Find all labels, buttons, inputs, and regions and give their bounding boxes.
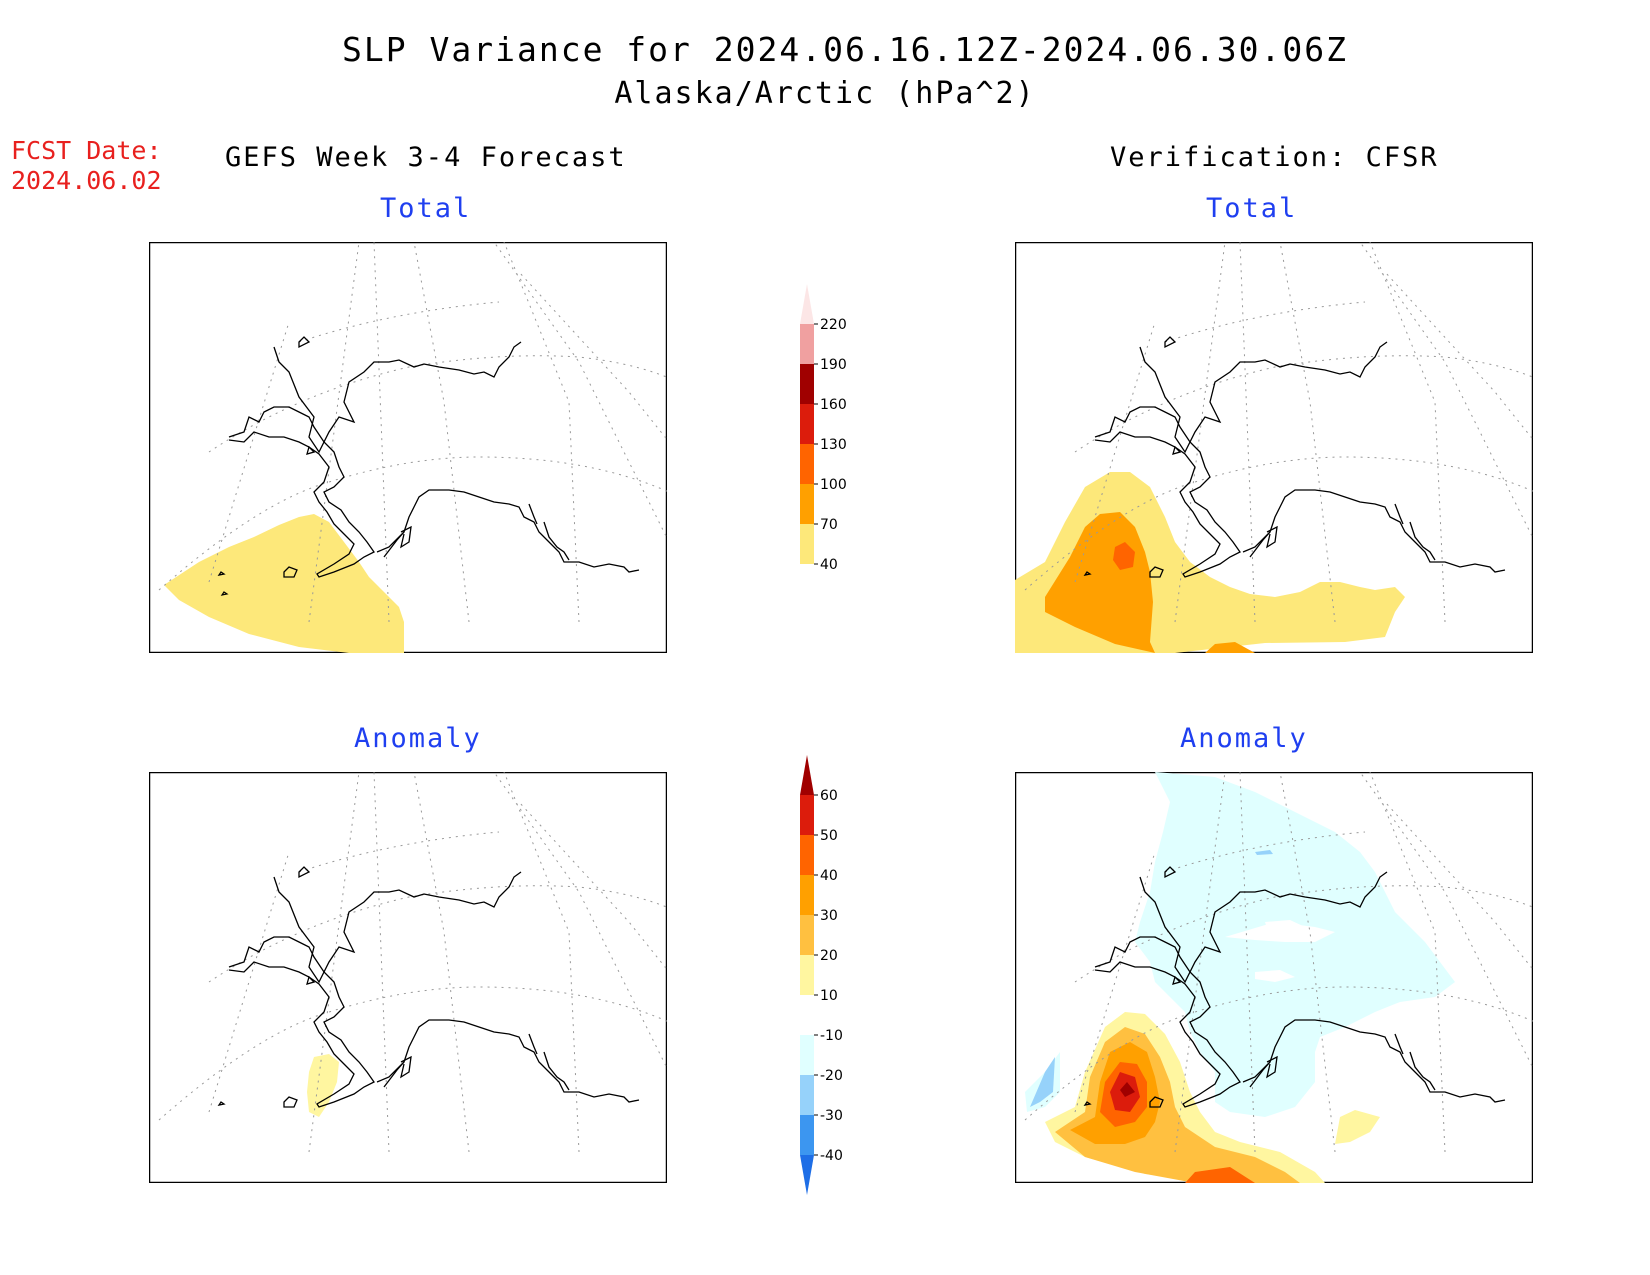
colorbar-swatch [800, 1115, 814, 1155]
colorbar-tick-label: 100 [820, 477, 847, 493]
colorbar-tick-label: 160 [820, 397, 847, 413]
colorbar-tick-label: 10 [820, 988, 838, 1004]
colorbar-swatch [800, 364, 814, 404]
colorbar-tick-label: 30 [820, 908, 838, 924]
colorbar-tick-label: -20 [820, 1068, 843, 1084]
colorbar-tick-label: 20 [820, 948, 838, 964]
colorbar-tick-label: 70 [820, 517, 838, 533]
anomaly-colorbar: 60 50 40 30 20 10 -10 -20 -30 -40 [796, 755, 866, 1209]
colorbar-swatch [800, 995, 814, 1035]
forecast-date-value: 2024.06.02 [11, 166, 162, 195]
colorbar-swatch [800, 324, 814, 364]
left-column-heading: GEFS Week 3-4 Forecast [225, 142, 627, 173]
colorbar-tick-label: 40 [820, 868, 838, 884]
colorbar-swatch [800, 284, 814, 324]
colorbar-swatch [800, 484, 814, 524]
total-colorbar: 220 190 160 130 100 70 40 [796, 282, 866, 616]
colorbar-tick-label: 40 [820, 557, 838, 573]
forecast-total-map [149, 242, 667, 653]
colorbar-swatch [800, 1035, 814, 1075]
colorbar-swatch [800, 795, 814, 835]
colorbar-tick-label: 50 [820, 828, 838, 844]
bottom-right-panel-title: Anomaly [1180, 723, 1308, 754]
forecast-date-block: FCST Date: 2024.06.02 [11, 136, 162, 196]
colorbar-tick-label: 60 [820, 788, 838, 804]
colorbar-swatch [800, 955, 814, 995]
top-left-panel-title: Total [380, 193, 472, 224]
colorbar-swatch [800, 835, 814, 875]
colorbar-swatch [800, 1155, 814, 1195]
colorbar-swatch [800, 404, 814, 444]
colorbar-tick-label: -40 [820, 1148, 843, 1164]
colorbar-swatch [800, 915, 814, 955]
colorbar-swatch [800, 524, 814, 564]
forecast-date-label: FCST Date: [11, 136, 162, 165]
top-right-panel-title: Total [1206, 193, 1298, 224]
right-column-heading: Verification: CFSR [1110, 142, 1439, 173]
verification-total-map [1015, 242, 1533, 653]
colorbar-swatch [800, 444, 814, 484]
colorbar-swatch [800, 875, 814, 915]
colorbar-tick-label: 220 [820, 317, 847, 333]
colorbar-swatch [800, 1075, 814, 1115]
colorbar-tick-label: -30 [820, 1108, 843, 1124]
colorbar-tick-label: 190 [820, 357, 847, 373]
forecast-anomaly-map [149, 772, 667, 1183]
bottom-left-panel-title: Anomaly [354, 723, 482, 754]
chart-subtitle: Alaska/Arctic (hPa^2) [614, 76, 1036, 111]
colorbar-swatch [800, 755, 814, 795]
colorbar-tick-label: 130 [820, 437, 847, 453]
colorbar-tick-label: -10 [820, 1028, 843, 1044]
chart-title: SLP Variance for 2024.06.16.12Z-2024.06.… [342, 30, 1348, 69]
verification-anomaly-map [1015, 772, 1533, 1183]
